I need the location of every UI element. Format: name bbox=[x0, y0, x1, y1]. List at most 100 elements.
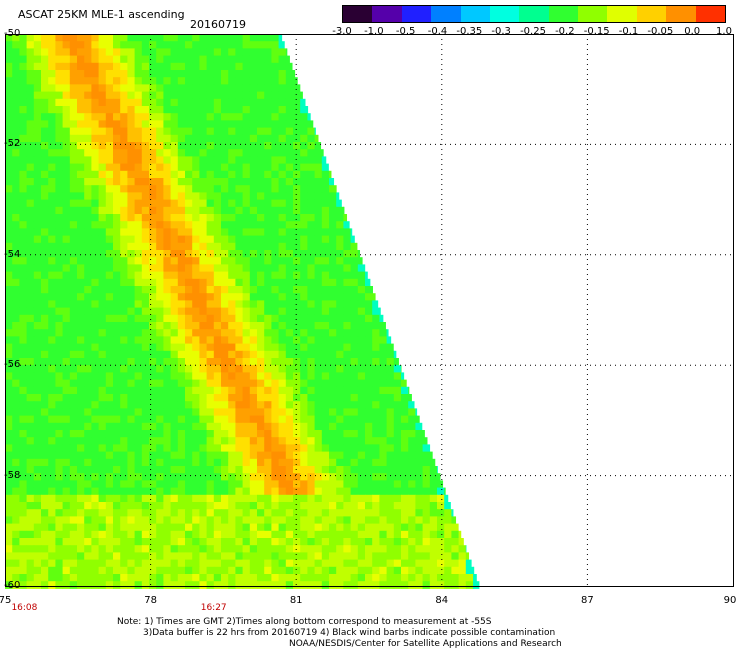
swath-cell bbox=[264, 365, 272, 373]
swath-cell bbox=[156, 358, 164, 366]
swath-cell bbox=[379, 322, 386, 330]
swath-cell bbox=[336, 322, 344, 330]
swath-cell bbox=[156, 257, 164, 265]
swath-cell bbox=[285, 91, 294, 100]
swath-cell bbox=[314, 379, 323, 388]
swath-cell bbox=[242, 199, 251, 208]
swath-cell bbox=[372, 530, 380, 539]
swath-cell bbox=[314, 343, 323, 352]
swath-cell bbox=[213, 545, 222, 553]
swath-cell bbox=[300, 437, 308, 445]
swath-cell bbox=[314, 552, 323, 561]
swath-cell bbox=[127, 178, 136, 186]
swath-cell bbox=[55, 257, 64, 265]
swath-cell bbox=[120, 286, 128, 294]
swath-cell bbox=[69, 34, 78, 42]
swath-cell bbox=[105, 372, 114, 381]
swath-cell bbox=[41, 307, 49, 316]
swath-cell bbox=[149, 228, 157, 237]
swath-cell bbox=[213, 422, 222, 431]
swath-cell bbox=[206, 408, 215, 417]
swath-cell bbox=[271, 242, 280, 251]
swath-cell bbox=[84, 34, 92, 42]
swath-cell bbox=[170, 293, 179, 301]
swath-cell bbox=[156, 538, 164, 546]
swath-cell bbox=[228, 314, 236, 323]
swath-cell bbox=[33, 77, 42, 85]
swath-cell bbox=[350, 451, 359, 460]
swath-cell bbox=[372, 365, 380, 373]
swath-cell bbox=[156, 127, 164, 136]
swath-cell bbox=[393, 415, 402, 424]
swath-cell bbox=[379, 365, 388, 373]
swath-cell bbox=[242, 271, 251, 280]
swath-cell bbox=[329, 480, 337, 489]
swath-cell bbox=[285, 430, 294, 438]
swath-cell bbox=[62, 379, 71, 388]
swath-cell bbox=[156, 163, 164, 172]
swath-cell bbox=[235, 163, 244, 172]
swath-cell bbox=[257, 415, 265, 424]
swath-cell bbox=[199, 149, 208, 157]
swath-cell bbox=[285, 365, 294, 373]
swath-cell bbox=[321, 358, 330, 366]
swath-cell bbox=[55, 120, 64, 129]
swath-cell bbox=[98, 62, 107, 71]
swath-cell bbox=[293, 264, 301, 273]
swath-cell bbox=[12, 307, 20, 316]
swath-cell bbox=[192, 293, 200, 301]
swath-cell bbox=[134, 113, 143, 121]
swath-cell bbox=[62, 322, 71, 330]
swath-cell bbox=[264, 199, 272, 208]
swath-cell bbox=[285, 581, 294, 589]
swath-cell bbox=[62, 163, 71, 172]
swath-cell bbox=[185, 394, 193, 402]
swath-cell bbox=[257, 559, 265, 568]
swath-cell bbox=[62, 149, 71, 157]
swath-cell bbox=[62, 235, 71, 244]
swath-cell bbox=[141, 523, 150, 532]
swath-cell bbox=[26, 34, 35, 42]
swath-cell bbox=[408, 415, 416, 424]
swath-cell bbox=[285, 235, 294, 244]
swath-cell bbox=[91, 566, 100, 575]
swath-cell bbox=[300, 206, 308, 215]
swath-cell bbox=[127, 415, 136, 424]
swath-cell bbox=[293, 358, 301, 366]
swath-cell bbox=[141, 185, 150, 193]
swath-cell bbox=[26, 264, 35, 273]
swath-cell bbox=[285, 214, 294, 222]
swath-cell bbox=[228, 98, 236, 107]
swath-cell bbox=[257, 257, 265, 265]
swath-cell bbox=[257, 466, 265, 474]
swath-cell bbox=[55, 509, 64, 517]
swath-cell bbox=[55, 379, 64, 388]
swath-cell bbox=[264, 336, 272, 345]
swath-cell bbox=[278, 451, 287, 460]
swath-cell bbox=[408, 408, 416, 417]
swath-cell bbox=[163, 70, 172, 78]
swath-cell bbox=[149, 458, 157, 467]
swath-cell bbox=[185, 264, 193, 273]
swath-cell bbox=[185, 84, 193, 93]
swath-cell bbox=[228, 379, 236, 388]
swath-cell bbox=[163, 264, 172, 273]
swath-cell bbox=[285, 451, 294, 460]
swath-cell bbox=[285, 293, 294, 301]
swath-cell bbox=[5, 77, 13, 85]
swath-cell bbox=[127, 250, 136, 258]
swath-cell bbox=[141, 379, 150, 388]
swath-cell bbox=[5, 451, 13, 460]
swath-cell bbox=[235, 48, 244, 57]
colorbar-label: -0.2 bbox=[555, 26, 575, 37]
swath-cell bbox=[372, 379, 380, 388]
swath-cell bbox=[91, 343, 100, 352]
swath-cell bbox=[26, 77, 35, 85]
swath-cell bbox=[48, 430, 56, 438]
swath-cell bbox=[206, 185, 215, 193]
colorbar-swatch bbox=[666, 6, 697, 22]
swath-cell bbox=[33, 437, 42, 445]
swath-cell bbox=[307, 264, 316, 273]
swath-cell bbox=[192, 264, 200, 273]
swath-cell bbox=[120, 336, 128, 345]
